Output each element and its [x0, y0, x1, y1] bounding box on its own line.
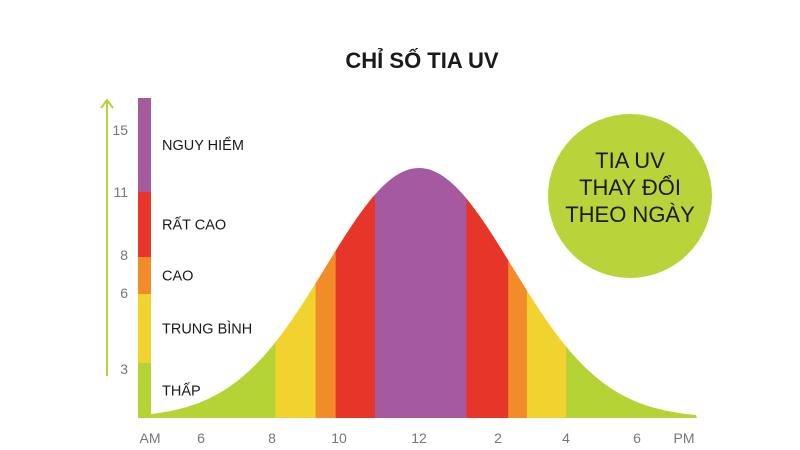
uv-time-band: [335, 168, 376, 418]
chart-title: CHỈ SỐ TIA UV: [345, 47, 499, 73]
annotation-line-1: TIA UV: [595, 148, 665, 173]
uv-time-band: [466, 168, 509, 418]
level-bar-segment: [138, 294, 151, 363]
level-label: THẤP: [162, 383, 201, 400]
annotation-line-3: THEO NGÀY: [565, 202, 695, 227]
level-bar-segment: [138, 98, 151, 192]
x-tick-label: AM: [140, 430, 161, 446]
uv-time-band: [375, 168, 467, 418]
uv-time-band: [315, 168, 337, 418]
y-tick-label: 3: [120, 361, 128, 377]
x-tick-label: 4: [562, 430, 570, 446]
y-tick-label: 6: [120, 285, 128, 301]
annotation-circle: [548, 114, 712, 278]
annotation-line-2: THAY ĐỔI: [579, 175, 681, 200]
x-tick-label: 8: [268, 430, 276, 446]
level-label: NGUY HIỂM: [162, 136, 244, 154]
level-label: TRUNG BÌNH: [162, 321, 252, 338]
level-label: RẤT CAO: [162, 217, 226, 234]
y-tick-label: 15: [112, 122, 128, 138]
level-bar-segment: [138, 363, 151, 418]
x-tick-label: 12: [411, 430, 427, 446]
uv-time-band: [508, 168, 528, 418]
x-tick-label: 2: [494, 430, 502, 446]
y-tick-label: 11: [113, 184, 128, 200]
level-label: CAO: [162, 269, 193, 285]
level-bar-segment: [138, 192, 151, 257]
uv-time-band: [275, 168, 317, 418]
x-tick-label: 6: [633, 430, 641, 446]
x-tick-label: 6: [197, 430, 205, 446]
x-tick-label: 10: [331, 430, 347, 446]
y-tick-label: 8: [120, 247, 128, 263]
up-arrow-icon: [100, 98, 114, 376]
x-tick-label: PM: [674, 430, 695, 446]
level-bar-segment: [138, 257, 151, 294]
